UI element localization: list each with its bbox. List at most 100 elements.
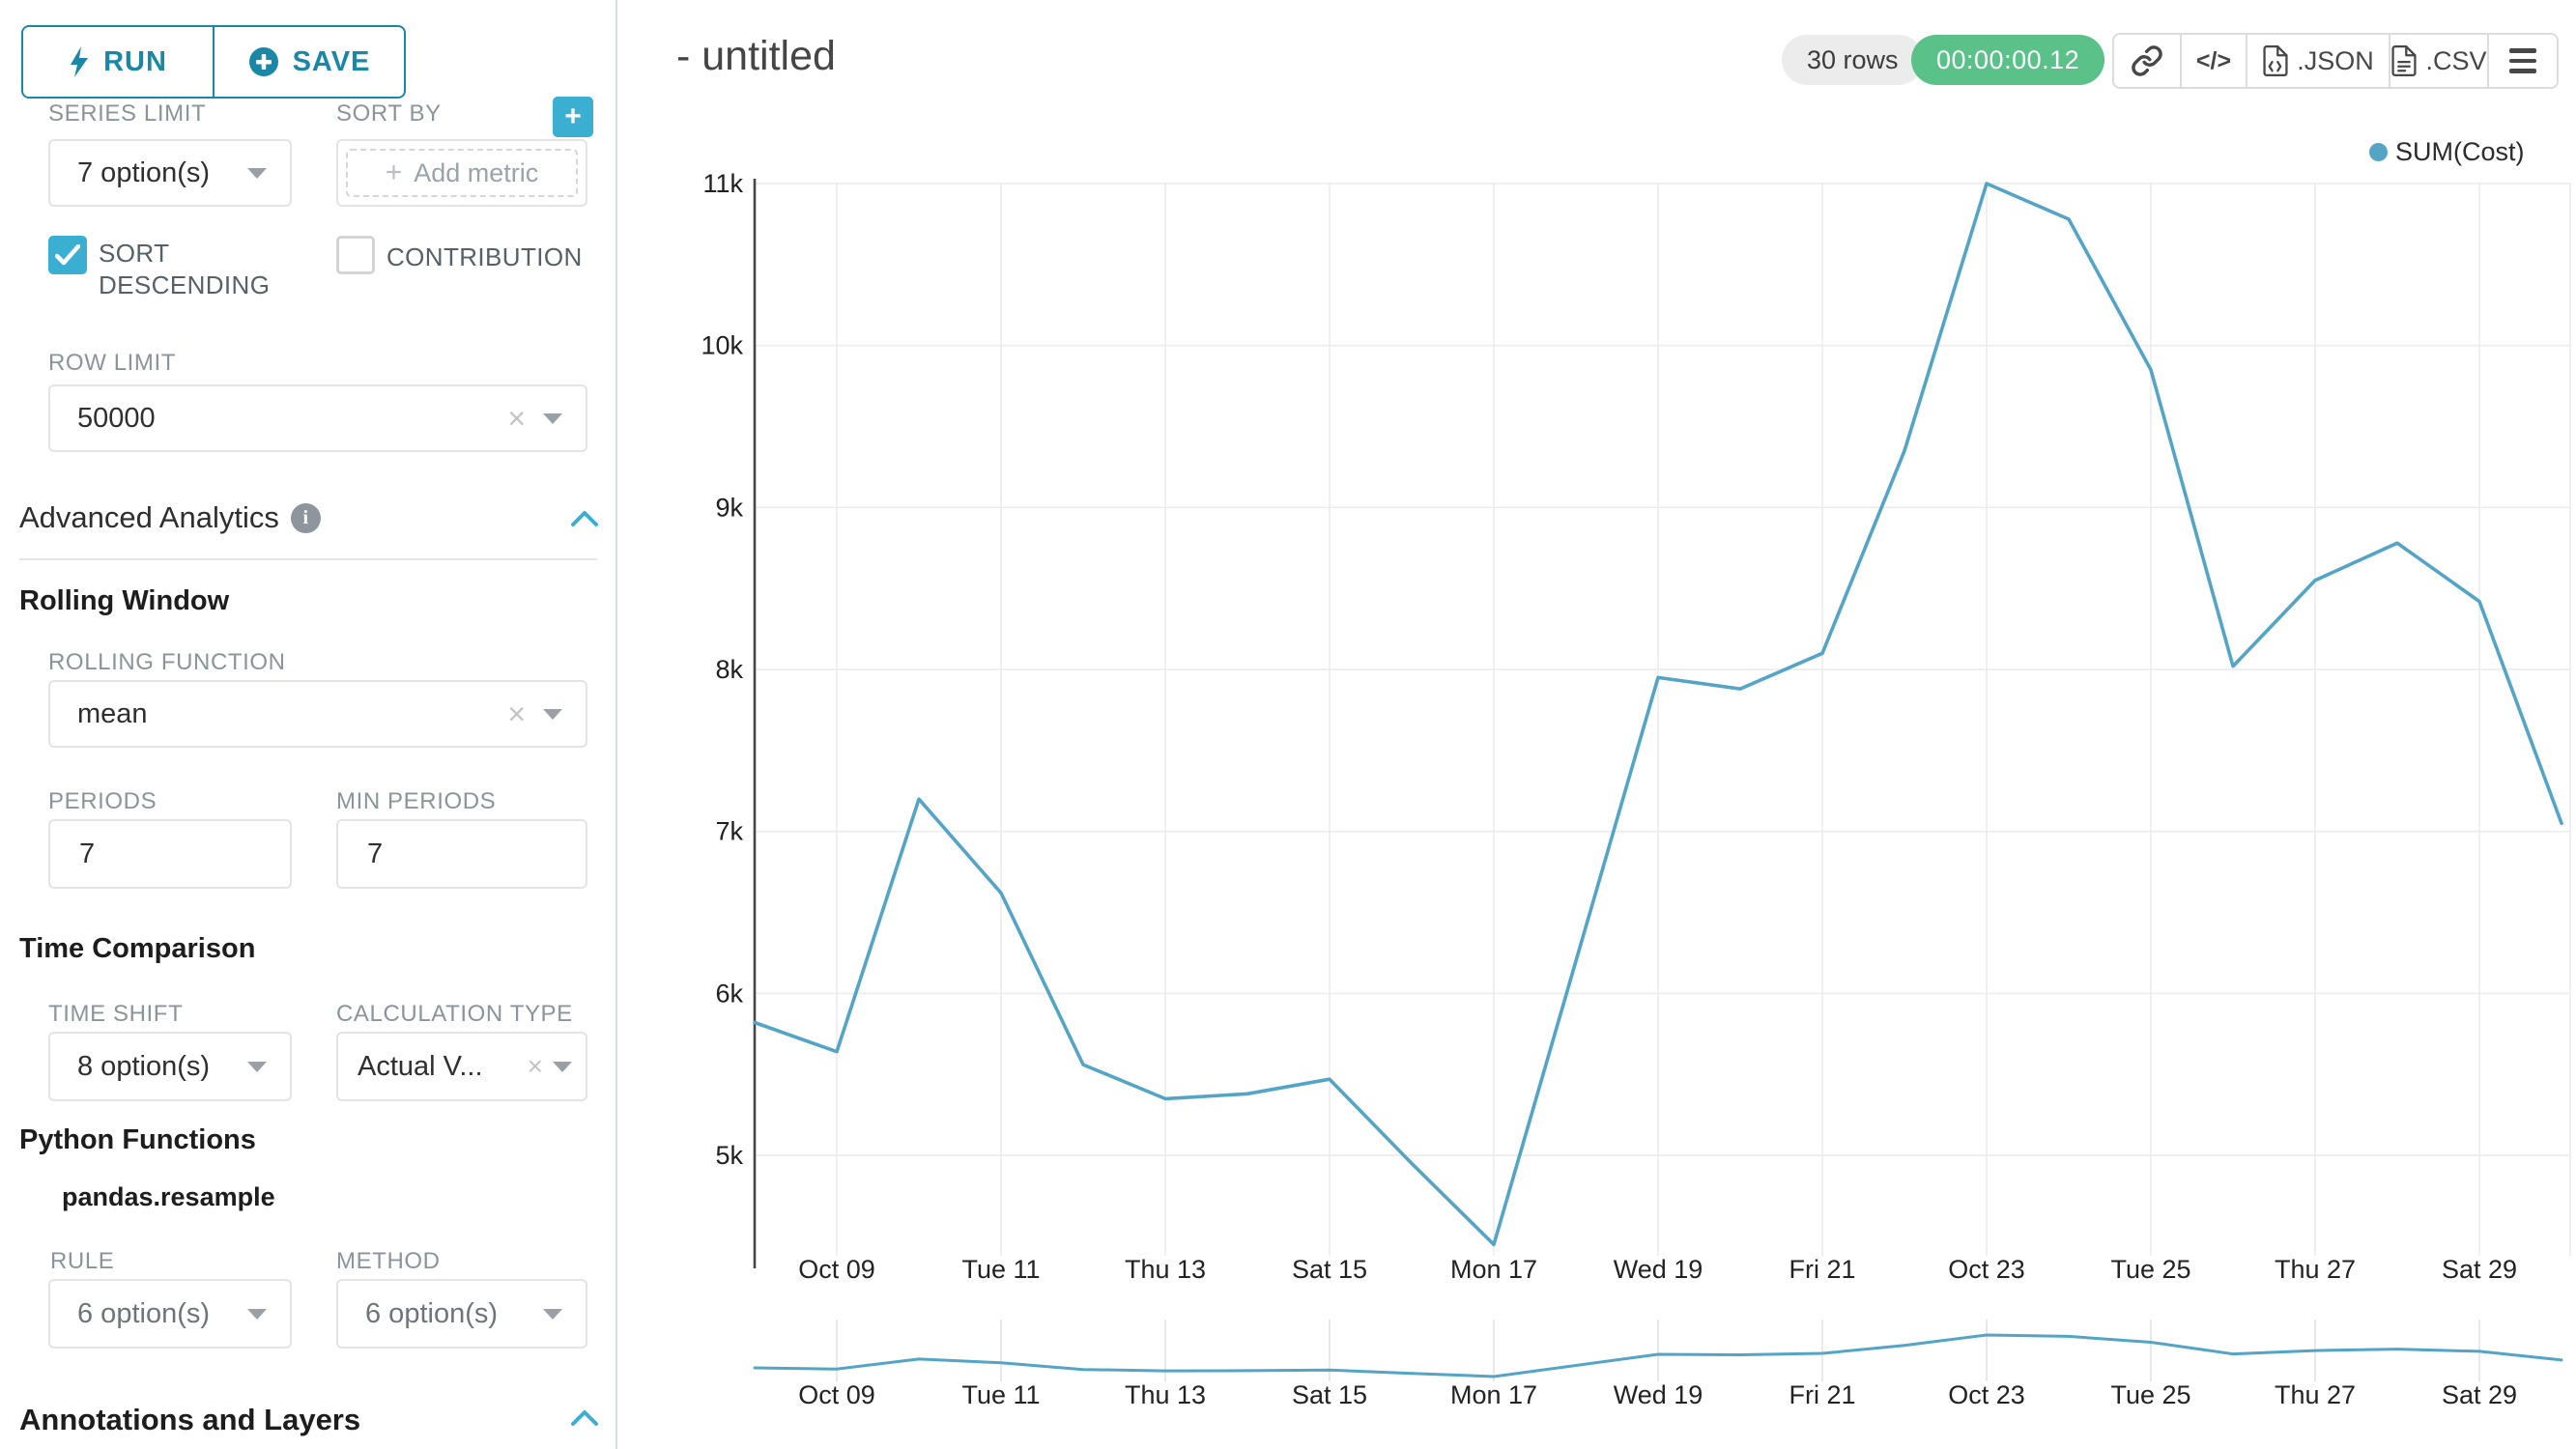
x-axis-tick-label: Thu 27	[2275, 1255, 2356, 1284]
sort-descending-checkbox[interactable]	[48, 236, 87, 274]
legend-item-sum-cost[interactable]: SUM(Cost)	[2369, 137, 2525, 167]
y-axis-tick-label: 5k	[715, 1141, 743, 1170]
mini-x-tick-label: Sat 15	[1292, 1380, 1367, 1409]
advanced-analytics-title: Advanced Analytics	[19, 500, 279, 534]
x-axis-tick-label: Wed 19	[1614, 1255, 1703, 1284]
row-limit-select[interactable]: 50000 ×	[48, 384, 587, 452]
time-shift-label: TIME SHIFT	[48, 1001, 184, 1027]
row-count-badge: 30 rows	[1782, 35, 1924, 85]
annotations-title: Annotations and Layers	[19, 1403, 361, 1436]
x-axis-tick-label: Sat 15	[1292, 1255, 1367, 1284]
chevron-down-icon	[247, 167, 267, 179]
rule-select[interactable]: 6 option(s)	[48, 1279, 292, 1349]
python-functions-title: Python Functions	[19, 1124, 256, 1155]
pandas-resample-label: pandas.resample	[62, 1182, 275, 1211]
menu-icon	[2509, 48, 2536, 73]
export-csv-button[interactable]: .CSV	[2389, 35, 2487, 87]
chevron-down-icon	[543, 1308, 562, 1320]
add-metric-button[interactable]: + Add metric	[346, 149, 578, 197]
sort-by-label: SORT BY	[336, 100, 442, 127]
mini-x-tick-label: Fri 21	[1789, 1380, 1855, 1409]
periods-input[interactable]: 7	[48, 819, 292, 889]
periods-value: 7	[79, 838, 96, 869]
x-axis-tick-label: Tue 11	[961, 1255, 1040, 1284]
clear-icon[interactable]: ×	[527, 1051, 543, 1081]
contribution-checkbox[interactable]	[336, 236, 375, 274]
mini-x-tick-label: Tue 11	[961, 1380, 1040, 1409]
export-json-button[interactable]: .JSON	[2246, 35, 2389, 87]
chevron-up-icon	[571, 511, 598, 526]
x-axis-tick-label: Oct 23	[1948, 1255, 2025, 1284]
rolling-function-value: mean	[77, 697, 148, 729]
rolling-function-select[interactable]: mean ×	[48, 680, 587, 748]
min-periods-value: 7	[367, 838, 384, 869]
y-axis-tick-label: 6k	[715, 979, 743, 1008]
chevron-up-icon	[571, 1409, 598, 1426]
rule-value: 6 option(s)	[77, 1297, 211, 1329]
collapse-section-button[interactable]	[570, 500, 599, 535]
sort-by-field: + Add metric	[336, 139, 587, 207]
x-axis-tick-label: Fri 21	[1789, 1255, 1855, 1284]
rolling-window-title: Rolling Window	[19, 585, 230, 616]
mini-x-tick-label: Thu 27	[2275, 1380, 2356, 1409]
method-value: 6 option(s)	[365, 1297, 499, 1329]
chevron-down-icon	[247, 1061, 267, 1072]
rule-label: RULE	[50, 1248, 115, 1274]
csv-file-icon	[2391, 45, 2418, 76]
add-sort-metric-plus-button[interactable]: +	[553, 97, 593, 137]
x-axis-tick-label: Tue 25	[2110, 1255, 2190, 1284]
chevron-down-icon	[543, 412, 562, 424]
x-axis-tick-label: Thu 13	[1125, 1255, 1206, 1284]
section-divider	[19, 558, 597, 560]
rolling-function-label: ROLLING FUNCTION	[48, 649, 286, 675]
json-file-icon	[2263, 45, 2288, 76]
calculation-type-value: Actual V...	[358, 1050, 483, 1082]
mini-x-tick-label: Oct 23	[1948, 1380, 2025, 1409]
y-axis-tick-label: 9k	[715, 493, 743, 522]
y-axis-tick-label: 11k	[702, 169, 743, 198]
mini-x-tick-label: Sat 29	[2442, 1380, 2517, 1409]
calculation-type-select[interactable]: Actual V... ×	[336, 1032, 587, 1101]
clear-icon[interactable]: ×	[507, 696, 526, 731]
method-label: METHOD	[336, 1248, 441, 1274]
row-limit-label: ROW LIMIT	[48, 350, 177, 376]
annotations-header[interactable]: Annotations and Layers	[19, 1403, 599, 1437]
sort-descending-label: SORT DESCENDING	[99, 239, 271, 299]
legend-label: SUM(Cost)	[2395, 137, 2525, 166]
min-periods-input[interactable]: 7	[336, 819, 587, 889]
lightning-bolt-icon	[71, 46, 89, 77]
mini-x-tick-label: Wed 19	[1614, 1380, 1703, 1409]
chevron-down-icon	[247, 1308, 267, 1320]
plus-icon: +	[385, 156, 403, 188]
x-axis-tick-label: Oct 09	[798, 1255, 875, 1284]
run-button-label: RUN	[103, 45, 167, 77]
chevron-down-icon	[543, 708, 562, 720]
contribution-label: CONTRIBUTION	[386, 242, 583, 271]
time-shift-select[interactable]: 8 option(s)	[48, 1032, 292, 1101]
collapse-section-button[interactable]	[570, 1409, 599, 1432]
save-button-label: SAVE	[292, 45, 371, 77]
chart-actions-toolbar: </> .JSON .CSV	[2112, 33, 2559, 89]
control-panel-sidebar: RUN SAVE SERIES LIMIT SORT BY + 7 option…	[0, 0, 617, 1449]
checkmark-icon	[55, 244, 80, 266]
series-limit-value: 7 option(s)	[77, 156, 211, 188]
mini-preview-line[interactable]	[753, 1333, 2563, 1378]
series-limit-select[interactable]: 7 option(s)	[48, 139, 292, 207]
method-select[interactable]: 6 option(s)	[336, 1279, 587, 1349]
share-link-button[interactable]	[2114, 35, 2180, 87]
mini-x-tick-label: Mon 17	[1450, 1380, 1537, 1409]
chart-menu-button[interactable]	[2487, 35, 2557, 87]
save-button[interactable]: SAVE	[215, 27, 404, 97]
view-query-button[interactable]: </>	[2180, 35, 2246, 87]
time-comparison-title: Time Comparison	[19, 933, 256, 964]
mini-x-tick-label: Thu 13	[1125, 1380, 1206, 1409]
query-timer-badge: 00:00:00.12	[1911, 35, 2105, 85]
clear-icon[interactable]: ×	[507, 401, 526, 436]
calculation-type-label: CALCULATION TYPE	[336, 1001, 573, 1027]
advanced-analytics-header[interactable]: Advanced Analytics i	[19, 500, 599, 535]
export-csv-label: .CSV	[2425, 45, 2487, 75]
legend-dot	[2369, 143, 2388, 161]
run-button[interactable]: RUN	[23, 27, 215, 97]
chart-title[interactable]: - untitled	[676, 33, 836, 79]
run-save-button-group: RUN SAVE	[21, 25, 406, 99]
